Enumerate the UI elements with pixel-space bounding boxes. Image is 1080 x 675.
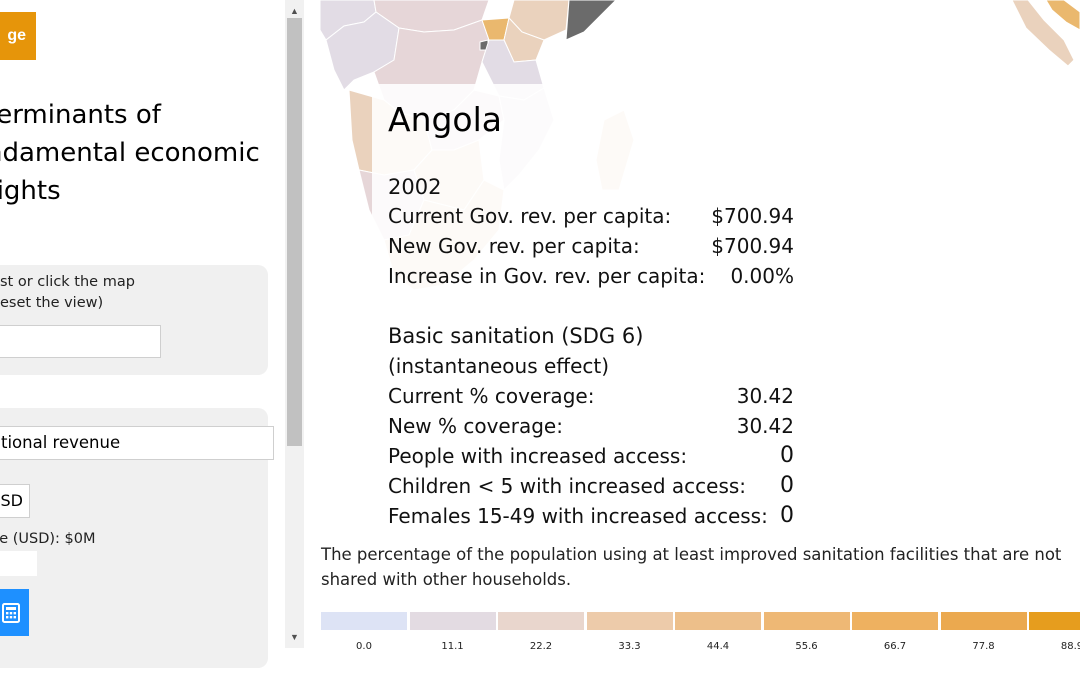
info-row-value: 30.42 (736, 384, 794, 408)
legend-label: 55.6 (795, 641, 818, 652)
info-indicator-title: Basic sanitation (SDG 6) (388, 324, 644, 348)
legend-swatch (409, 612, 496, 630)
info-row-value: 0 (780, 443, 794, 468)
legend-swatch (586, 612, 673, 630)
choropleth-map[interactable] (304, 0, 1080, 675)
app-title-line2: ndamental economic (0, 138, 260, 168)
calculator-icon (2, 602, 20, 623)
revenue-label: ue (USD): $0M (0, 531, 96, 547)
legend-swatch (1029, 612, 1080, 630)
indicator-description: The percentage of the population using a… (321, 545, 1062, 589)
info-row-value: 0.00% (730, 264, 794, 288)
revenue-input[interactable] (0, 551, 37, 576)
legend-label: 0.0 (356, 641, 372, 652)
info-row-label: Current Gov. rev. per capita: (388, 204, 672, 228)
hint-line1: st or click the map (0, 274, 135, 290)
app-title-line3: rights (0, 176, 61, 206)
info-popup (372, 84, 807, 544)
legend-swatch (852, 612, 938, 630)
currency-select[interactable]: SD (0, 484, 30, 518)
arrow-up-icon[interactable]: ▲ (290, 6, 299, 16)
info-row-label: New % coverage: (388, 414, 563, 438)
revenue-type-select[interactable]: tional revenue (0, 426, 274, 460)
arrow-down-icon[interactable]: ▼ (290, 632, 299, 642)
map-legend: 0.0 11.1 22.2 33.3 44.4 55.6 66.7 77.8 88.9 (321, 612, 1080, 652)
legend-swatch (763, 612, 850, 630)
country-hint: st or click the map eset the view) (0, 272, 135, 314)
info-row-value: $700.94 (711, 204, 794, 228)
legend-label: 88.9 (1060, 641, 1080, 652)
legend-swatch (675, 612, 761, 630)
info-row-value: 30.42 (736, 414, 794, 438)
country-malaysia[interactable] (1045, 0, 1080, 31)
country-search-input[interactable] (0, 325, 161, 358)
info-row-label: Females 15-49 with increased access: (388, 504, 768, 528)
sidebar: ge terminants of ndamental economic righ… (0, 0, 285, 675)
legend-label: 11.1 (441, 641, 464, 652)
app-title: terminants of ndamental economic rights (0, 96, 285, 210)
hint-line2: eset the view) (0, 295, 104, 311)
scroll-thumb[interactable] (287, 18, 302, 446)
info-row-value: 0 (780, 473, 794, 498)
legend-label: 66.7 (883, 641, 907, 652)
info-row-label: Current % coverage: (388, 384, 595, 408)
app-title-line1: terminants of (0, 100, 161, 130)
legend-label: 77.8 (972, 641, 995, 652)
legend-swatch (940, 612, 1027, 630)
info-row-label: New Gov. rev. per capita: (388, 234, 640, 258)
legend-swatch (498, 612, 584, 630)
info-country-name: Angola (388, 100, 503, 139)
calculate-button[interactable] (0, 589, 29, 636)
legend-swatch (321, 612, 407, 630)
legend-label: 33.3 (618, 641, 641, 652)
language-button-label: ge (7, 27, 26, 44)
sidebar-scrollbar[interactable]: ▲ ▼ (285, 0, 304, 648)
country-somalia[interactable] (565, 0, 617, 41)
info-row-label: People with increased access: (388, 444, 688, 468)
legend-label: 22.2 (529, 641, 553, 652)
info-year: 2002 (388, 175, 442, 199)
info-row-value: $700.94 (711, 234, 794, 258)
info-effect-note: (instantaneous effect) (388, 354, 610, 378)
info-row-label: Increase in Gov. rev. per capita: (388, 264, 706, 288)
country-indonesia-sumatra[interactable] (1011, 0, 1075, 67)
legend-label: 44.4 (706, 641, 730, 652)
info-row-label: Children < 5 with increased access: (388, 474, 747, 498)
language-button[interactable]: ge (0, 12, 36, 60)
info-row-value: 0 (780, 503, 794, 528)
